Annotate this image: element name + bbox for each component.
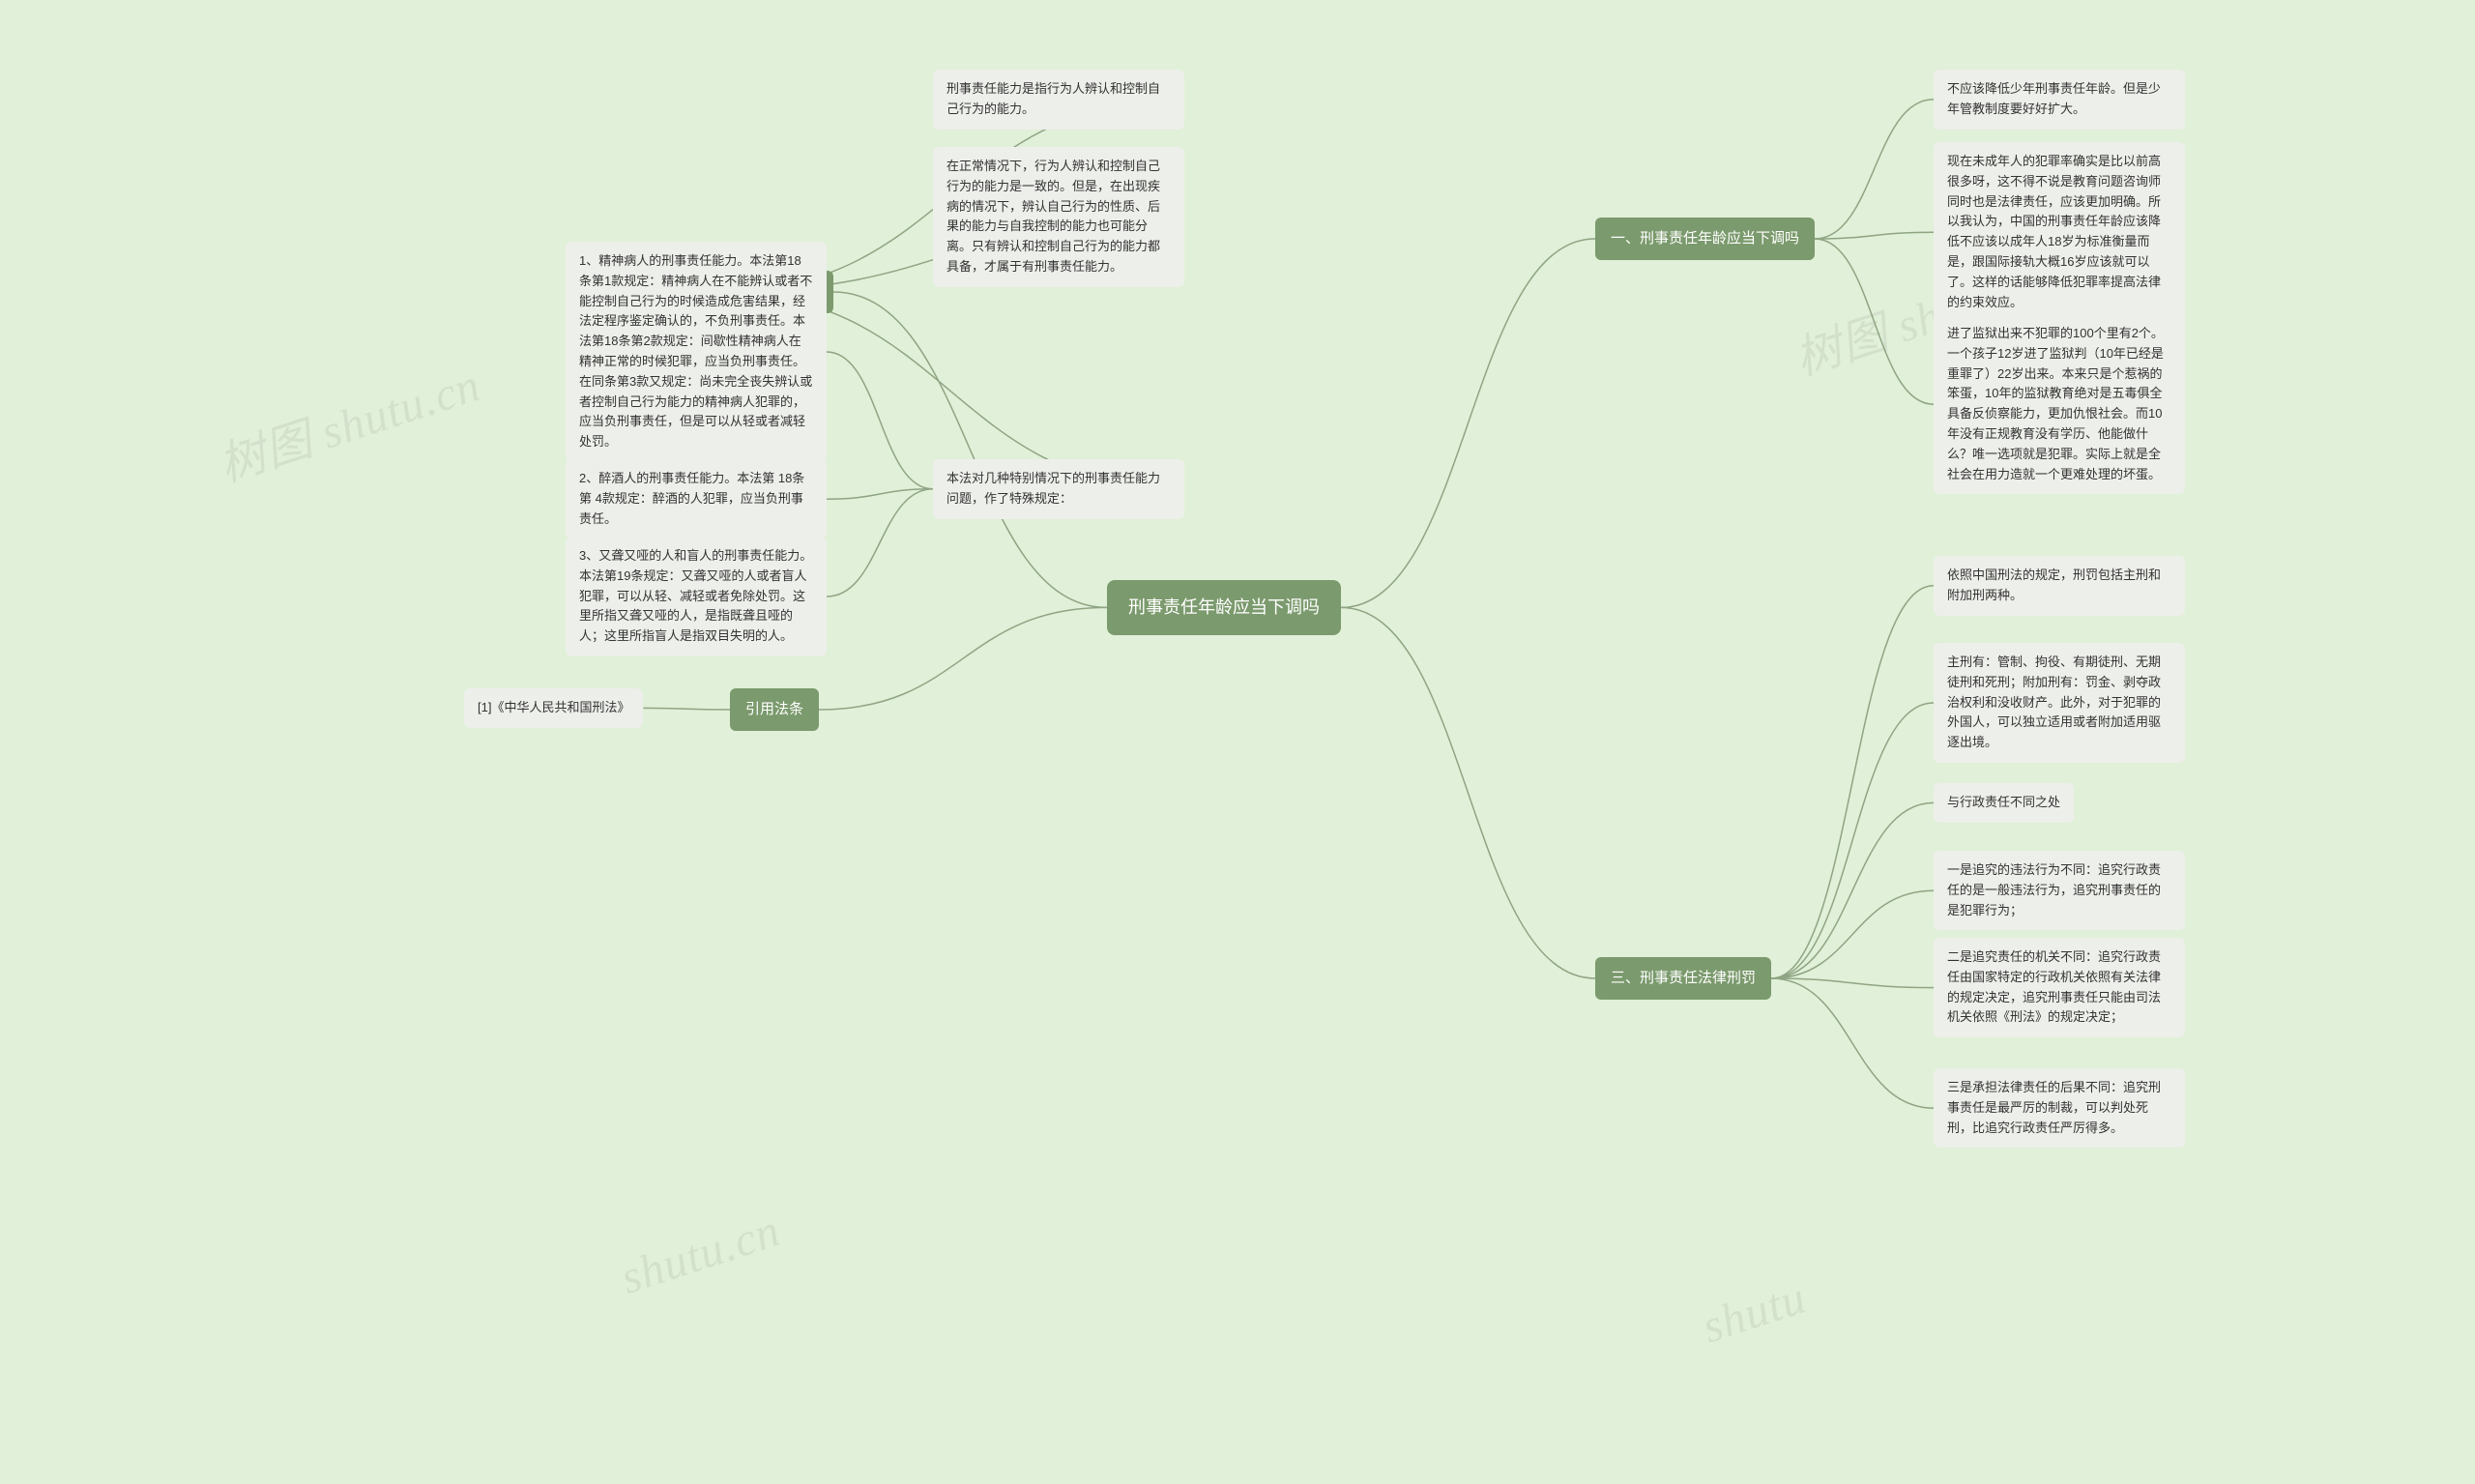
leaf-b3-5: 二是追究责任的机关不同：追究行政责任由国家特定的行政机关依照有关法律的规定决定，…	[1934, 938, 2185, 1037]
branch-3: 三、刑事责任法律刑罚	[1595, 957, 1771, 1000]
leaf-b1-3: 进了监狱出来不犯罪的100个里有2个。一个孩子12岁进了监狱判（10年已经是重罪…	[1934, 314, 2185, 494]
leaf-b3-2: 主刑有：管制、拘役、有期徒刑、无期徒刑和死刑；附加刑有：罚金、剥夺政治权利和没收…	[1934, 643, 2185, 763]
leaf-b2-3-3: 3、又聋又哑的人和盲人的刑事责任能力。本法第19条规定：又聋又哑的人或者盲人犯罪…	[566, 537, 827, 656]
leaf-b2-3-1: 1、精神病人的刑事责任能力。本法第18条第1款规定：精神病人在不能辨认或者不能控…	[566, 242, 827, 462]
leaf-b1-2: 现在未成年人的犯罪率确实是比以前高很多呀，这不得不说是教育问题咨询师同时也是法律…	[1934, 142, 2185, 322]
leaf-b4-1: [1]《中华人民共和国刑法》	[464, 688, 643, 728]
leaf-b3-4: 一是追究的违法行为不同：追究行政责任的是一般违法行为，追究刑事责任的是犯罪行为；	[1934, 851, 2185, 930]
root-node: 刑事责任年龄应当下调吗	[1107, 580, 1341, 635]
leaf-b2-3-2: 2、醉酒人的刑事责任能力。本法第 18条第 4款规定：醉酒的人犯罪，应当负刑事责…	[566, 459, 827, 538]
watermark: 树图 shutu.cn	[209, 346, 487, 494]
leaf-b2-3: 本法对几种特别情况下的刑事责任能力问题，作了特殊规定：	[933, 459, 1184, 519]
branch-1: 一、刑事责任年龄应当下调吗	[1595, 218, 1815, 260]
watermark: shutu	[1696, 1271, 1813, 1354]
leaf-b2-2: 在正常情况下，行为人辨认和控制自己行为的能力是一致的。但是，在出现疾病的情况下，…	[933, 147, 1184, 287]
leaf-b3-3: 与行政责任不同之处	[1934, 783, 2074, 823]
leaf-b3-1: 依照中国刑法的规定，刑罚包括主刑和附加刑两种。	[1934, 556, 2185, 616]
watermark: shutu.cn	[615, 1204, 787, 1305]
leaf-b3-6: 三是承担法律责任的后果不同：追究刑事责任是最严厉的制裁，可以判处死刑，比追究行政…	[1934, 1068, 2185, 1148]
branch-4: 引用法条	[730, 688, 819, 731]
leaf-b2-1: 刑事责任能力是指行为人辨认和控制自己行为的能力。	[933, 70, 1184, 130]
leaf-b1-1: 不应该降低少年刑事责任年龄。但是少年管教制度要好好扩大。	[1934, 70, 2185, 130]
